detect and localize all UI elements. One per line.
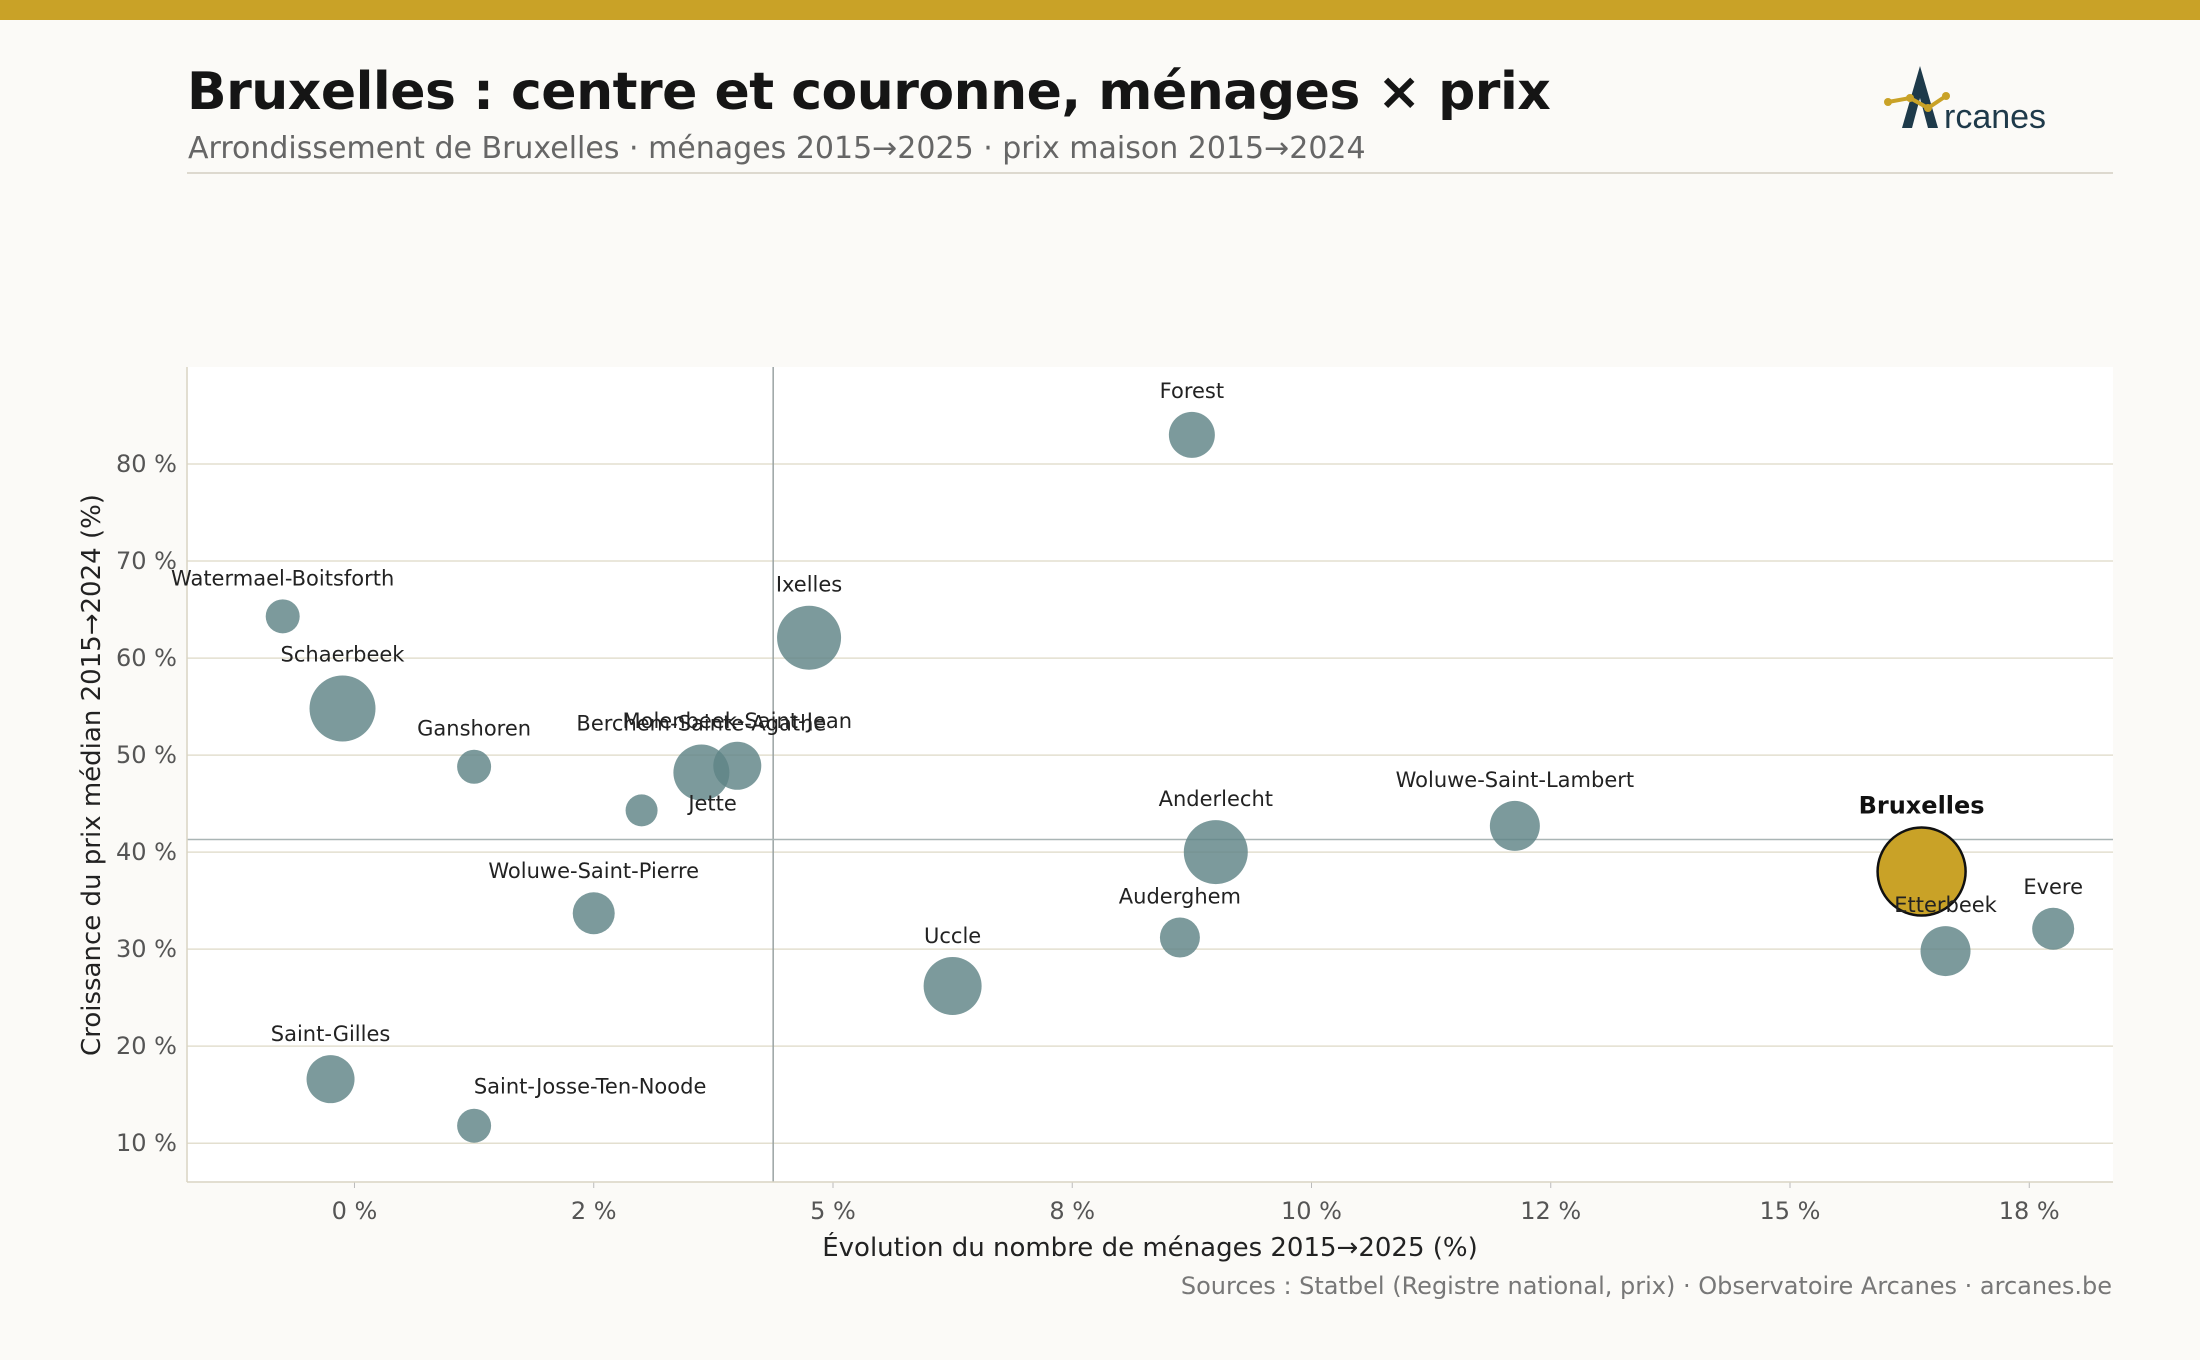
data-point-auderghem — [1159, 917, 1200, 958]
point-label-berchem-sainte-agathe: Berchem-Sainte-Agathe — [576, 712, 826, 736]
point-labels: Forest Watermael-Boitsforth Ixelles Schaerb… — [171, 379, 2083, 1099]
point-label-molenbeek-saint-jean: Molenbeek-Saint-Jean — [623, 709, 853, 733]
point-label-jette: Jette — [686, 791, 737, 815]
chart-subtitle: Arrondissement de Bruxelles · ménages 20… — [188, 131, 1366, 166]
x-tick-label: 12 % — [1520, 1197, 1581, 1225]
data-point-berchem-sainte-agathe — [673, 744, 730, 801]
y-axis-title: Croissance du prix médian 2015→2024 (%) — [77, 494, 107, 1056]
data-points — [265, 411, 2075, 1143]
y-tick-label: 20 % — [116, 1032, 177, 1060]
point-label-ganshoren: Ganshoren — [417, 717, 531, 741]
y-tick-label: 60 % — [116, 644, 177, 672]
data-point-evere — [2032, 907, 2075, 950]
x-tick-label: 18 % — [1999, 1197, 2060, 1225]
axes — [186, 367, 2113, 1188]
y-tick-label: 10 % — [116, 1129, 177, 1157]
data-point-forest — [1168, 411, 1215, 458]
x-tick-label: 0 % — [332, 1197, 378, 1225]
x-tick-label: 8 % — [1049, 1197, 1095, 1225]
data-point-saint-gilles — [306, 1055, 355, 1104]
source-note: Sources : Statbel (Registre national, pr… — [1180, 1272, 2112, 1300]
y-tick-label: 80 % — [116, 450, 177, 478]
x-tick-label: 10 % — [1281, 1197, 1342, 1225]
logo-mark-icon — [1902, 66, 1938, 128]
accent-top-bar — [0, 0, 2200, 20]
point-label-schaerbeek: Schaerbeek — [281, 643, 406, 667]
logo-text: rcanes — [1944, 98, 2046, 136]
y-tick-label: 70 % — [116, 547, 177, 575]
x-axis-title: Évolution du nombre de ménages 2015→2025… — [822, 1231, 1478, 1263]
point-label-auderghem: Auderghem — [1119, 885, 1241, 909]
data-point-bruxelles — [1876, 826, 1967, 917]
grid-lines — [187, 463, 2113, 1144]
point-label-anderlecht: Anderlecht — [1159, 787, 1273, 811]
point-label-forest: Forest — [1160, 379, 1224, 403]
data-point-schaerbeek — [309, 675, 376, 742]
y-tick-label: 50 % — [116, 741, 177, 769]
y-tick-label: 40 % — [116, 838, 177, 866]
data-point-jette — [625, 794, 658, 827]
data-point-woluwe-saint-lambert — [1489, 800, 1540, 851]
chart-title: Bruxelles : centre et couronne, ménages … — [187, 62, 1551, 122]
header-divider — [187, 172, 2113, 174]
point-label-saint-gilles: Saint-Gilles — [271, 1022, 391, 1046]
data-point-ganshoren — [457, 749, 492, 784]
data-point-anderlecht — [1183, 820, 1248, 885]
point-label-woluwe-saint-lambert: Woluwe-Saint-Lambert — [1396, 768, 1635, 792]
tick-labels: 10 % 20 % 30 % 40 % 50 % 60 % 70 % 80 % 0 % 2 % 5 … — [116, 450, 2060, 1225]
x-tick-label: 5 % — [810, 1197, 856, 1225]
data-point-uccle — [923, 957, 982, 1016]
point-label-etterbeek: Etterbeek — [1894, 893, 1997, 917]
data-point-ixelles — [777, 605, 842, 670]
point-label-bruxelles: Bruxelles — [1859, 792, 1985, 820]
logo-line-icon — [1887, 94, 1948, 111]
x-tick-label: 15 % — [1760, 1197, 1821, 1225]
x-tick-label: 2 % — [571, 1197, 617, 1225]
point-label-uccle: Uccle — [924, 924, 981, 948]
data-point-woluwe-saint-pierre — [572, 892, 615, 935]
point-label-woluwe-saint-pierre: Woluwe-Saint-Pierre — [488, 859, 699, 883]
reference-lines — [187, 367, 2113, 1182]
data-point-saint-josse-ten-noode — [457, 1108, 492, 1143]
point-label-ixelles: Ixelles — [776, 573, 842, 597]
point-label-watermael-boitsforth: Watermael-Boitsforth — [171, 566, 394, 590]
point-label-evere: Evere — [2023, 875, 2083, 899]
data-point-etterbeek — [1920, 926, 1971, 977]
arcanes-logo: rcanes — [1884, 66, 2046, 136]
point-label-saint-josse-ten-noode: Saint-Josse-Ten-Noode — [474, 1075, 707, 1099]
y-tick-label: 30 % — [116, 935, 177, 963]
data-point-watermael-boitsforth — [265, 599, 300, 634]
